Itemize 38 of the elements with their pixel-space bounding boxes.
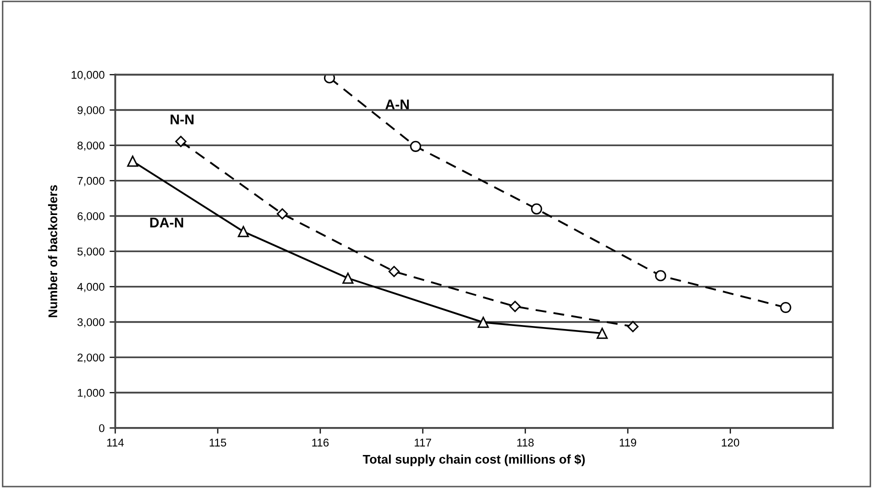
point	[478, 316, 489, 328]
point	[627, 320, 639, 332]
point	[175, 136, 186, 148]
x-tick-label: 114	[107, 438, 124, 446]
point	[596, 328, 608, 339]
y-tick-label: 4,000	[77, 282, 104, 292]
point	[410, 140, 422, 152]
y-tick-label: 7,000	[78, 176, 104, 186]
x-tick-label: 118	[517, 438, 534, 447]
x-tick-label: 119	[620, 438, 636, 447]
point	[780, 302, 792, 314]
point	[276, 208, 288, 220]
point	[324, 74, 336, 84]
point	[509, 300, 521, 312]
point	[531, 203, 542, 214]
series-label: DA-N	[150, 218, 184, 228]
y-tick-label: 2,000	[78, 354, 104, 363]
series-label: N-N	[170, 114, 194, 124]
point	[342, 272, 354, 284]
x-tick-label: 117	[414, 438, 432, 446]
point	[388, 266, 400, 278]
y-tick-label: 3,000	[77, 318, 104, 328]
y-tick-label: 1,000	[78, 388, 104, 398]
x-axis-title: Total supply chain cost (millions of $)	[362, 454, 585, 466]
y-tick-label: 6,000	[78, 212, 104, 222]
x-tick-label: 115	[210, 438, 226, 447]
y-tick-label: 5,000	[77, 248, 104, 257]
point	[127, 156, 138, 167]
point	[238, 226, 249, 238]
y-tick-label: 10,000	[72, 70, 104, 80]
y-tick-label: 0	[99, 424, 104, 432]
x-tick-label: 116	[312, 438, 329, 447]
series-label: A-N	[385, 100, 409, 110]
y-tick-label: 8,000	[78, 142, 104, 151]
point	[655, 270, 666, 282]
y-axis-title: Number of backorders	[48, 185, 58, 318]
x-tick-label: 120	[722, 438, 740, 447]
y-tick-label: 9,000	[78, 106, 104, 116]
